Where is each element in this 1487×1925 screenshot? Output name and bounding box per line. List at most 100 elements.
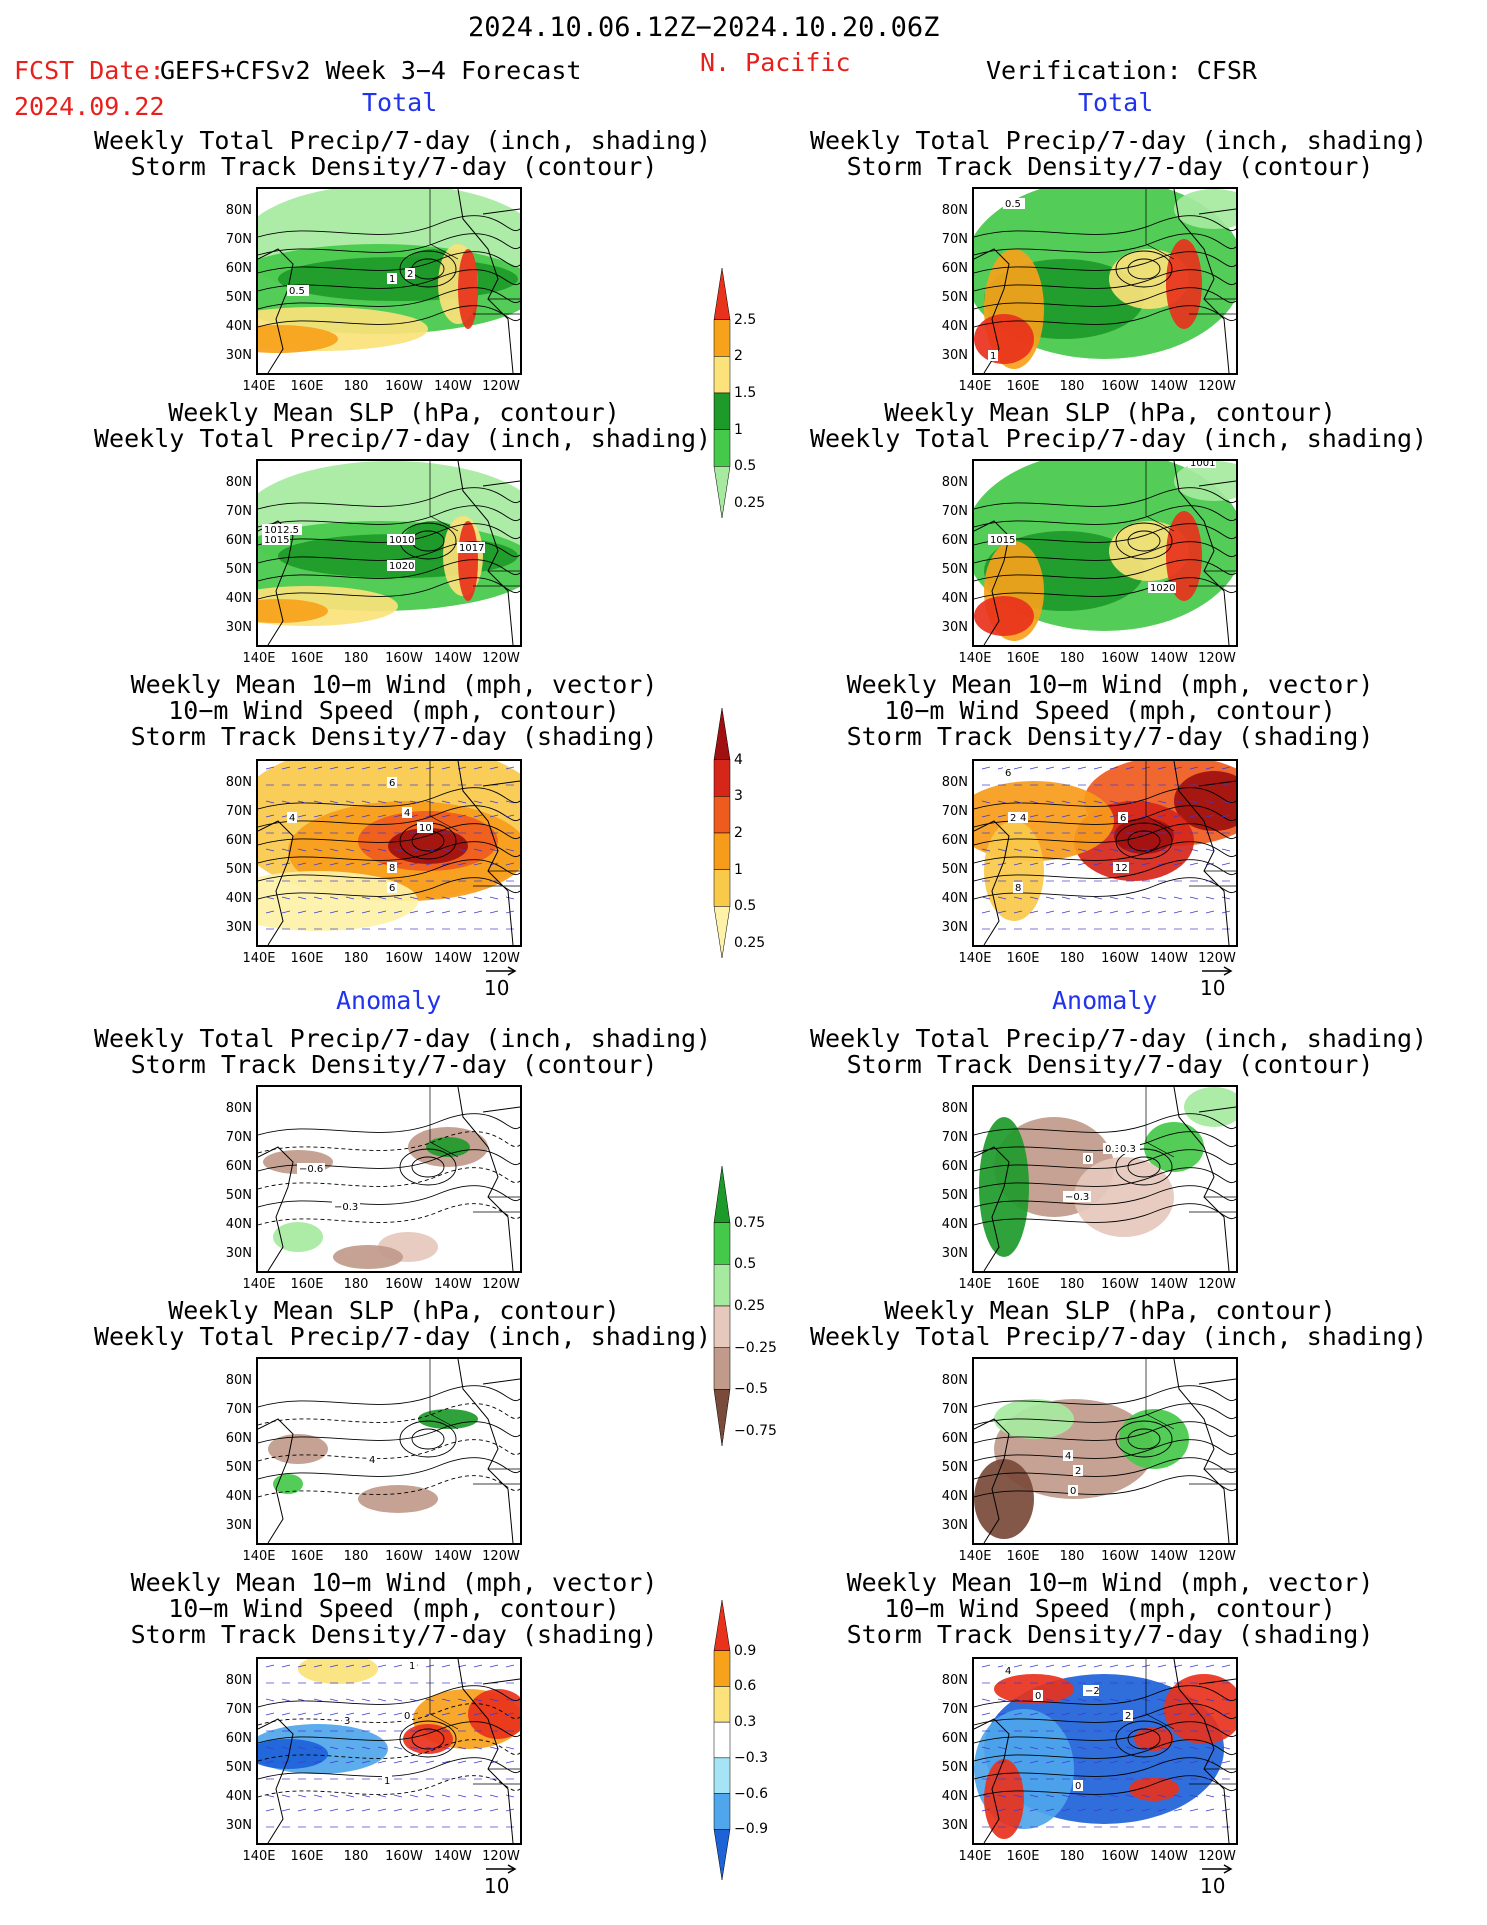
wind-vector	[361, 1664, 371, 1668]
lat-tick-label: 70N	[225, 1402, 252, 1417]
panel-1-title-line-1: Weekly Total Precip/7-day (inch, shading…	[94, 126, 712, 155]
contour-line	[974, 251, 1236, 274]
contour-label-bg	[387, 534, 415, 545]
contour-line	[258, 269, 520, 292]
wind-vector	[1045, 1808, 1055, 1812]
panel-4-title-line-1: Weekly Total Precip/7-day (inch, shading…	[810, 126, 1428, 155]
wind-vector	[265, 1712, 275, 1716]
colorbar-tick-label: 1.5	[734, 385, 757, 401]
wind-vector	[457, 862, 467, 866]
contour-label: −2	[1085, 1686, 1100, 1697]
panel-8-title-line-2: Weekly Total Precip/7-day (inch, shading…	[94, 1322, 712, 1351]
wind-vector	[393, 1664, 403, 1668]
wind-vector	[997, 1808, 1007, 1812]
wind-vector	[981, 814, 991, 818]
wind-vector	[281, 896, 291, 900]
contour-label: −0.3	[334, 1202, 358, 1213]
contour-line	[258, 1421, 520, 1444]
lat-tick-label: 60N	[941, 533, 968, 548]
wind-vector	[329, 1712, 339, 1716]
shaded-region	[458, 249, 478, 329]
wind-vector	[1093, 1808, 1103, 1812]
wind-vector	[297, 814, 307, 818]
wind-vector	[1189, 896, 1199, 900]
wind-vector	[1157, 1808, 1167, 1812]
contour-line	[1127, 1428, 1161, 1450]
lat-tick-label: 40N	[941, 1789, 968, 1804]
wind-vector	[361, 766, 371, 770]
wind-vector	[425, 862, 435, 866]
region-name: N. Pacific	[700, 48, 851, 77]
wind-vector	[313, 1794, 323, 1798]
lon-tick-label: 120W	[1198, 1549, 1236, 1564]
lat-tick-label: 40N	[941, 591, 968, 606]
lon-tick-label: 160E	[290, 951, 324, 966]
contour-line	[258, 215, 520, 238]
wind-vector	[981, 848, 991, 852]
wind-vector	[1205, 1712, 1215, 1716]
wind-vector	[1077, 766, 1087, 770]
panel-7-title: Weekly Total Precip/7-day (inch, shading…	[94, 1026, 711, 1078]
lat-tick-label: 40N	[225, 1489, 252, 1504]
wind-vector	[361, 800, 371, 804]
wind-vector	[361, 896, 371, 900]
lat-tick-label: 70N	[225, 804, 252, 819]
wind-vector	[345, 814, 355, 818]
lon-tick-label: 160E	[1006, 379, 1040, 394]
wind-vector	[1125, 1794, 1135, 1798]
contour-line	[974, 1185, 1236, 1208]
lat-tick-label: 30N	[941, 620, 968, 635]
section-total-left: Total	[362, 88, 438, 117]
shaded-region	[1174, 461, 1236, 501]
contour-line	[258, 1775, 520, 1798]
wind-vector	[345, 766, 355, 770]
political-border	[1145, 189, 1236, 315]
wind-vector	[1109, 1794, 1119, 1798]
lat-tick-label: 40N	[225, 591, 252, 606]
lon-tick-label: 120W	[1198, 1277, 1236, 1292]
contour-label: −0.3	[1065, 1192, 1089, 1203]
contour-label-bg	[1063, 1191, 1091, 1202]
lon-tick-label: 120W	[482, 1277, 520, 1292]
lat-tick-label: 30N	[225, 1818, 252, 1833]
colorbar-segment	[713, 1829, 731, 1881]
lon-tick-label: 140W	[434, 1549, 472, 1564]
shaded-region	[298, 1659, 378, 1684]
wind-vector	[297, 1760, 307, 1764]
shaded-region	[1129, 1777, 1179, 1801]
wind-vector	[361, 910, 371, 914]
lon-tick-label: 120W	[1198, 379, 1236, 394]
lat-tick-label: 70N	[225, 1702, 252, 1717]
wind-vector	[1077, 1746, 1087, 1750]
lon-tick-label: 160E	[290, 651, 324, 666]
wind-vector	[313, 896, 323, 900]
wind-vector	[425, 1746, 435, 1750]
vector-reference-label: 10	[484, 976, 510, 1000]
wind-vector	[329, 862, 339, 866]
lon-tick-label: 140E	[242, 1549, 276, 1564]
colorbar-segment	[713, 392, 731, 430]
map-plot-p5: 1015 1020 1001	[974, 461, 1236, 645]
lat-tick-label: 80N	[225, 475, 252, 490]
wind-vector	[1013, 862, 1023, 866]
wind-vector	[1205, 1746, 1215, 1750]
wind-vector	[361, 1746, 371, 1750]
lon-tick-label: 160W	[385, 651, 423, 666]
contour-label: 0.5	[1005, 199, 1021, 210]
wind-vector	[1221, 1698, 1231, 1702]
wind-vector	[313, 1746, 323, 1750]
wind-vector	[1221, 1712, 1231, 1716]
contour-line	[974, 305, 1236, 328]
wind-vector	[1061, 1794, 1071, 1798]
contour-label: 1015	[264, 535, 289, 546]
colorbar-tick-label: 2	[734, 348, 743, 365]
contour-line	[974, 1113, 1236, 1136]
wind-vector	[1221, 1664, 1231, 1668]
contour-line	[1127, 830, 1161, 852]
contour-line	[1127, 1156, 1161, 1178]
vector-reference-label: 10	[484, 1874, 510, 1898]
wind-vector	[1109, 800, 1119, 804]
contour-label-bg	[342, 1715, 352, 1726]
section-total-right: Total	[1078, 88, 1154, 117]
